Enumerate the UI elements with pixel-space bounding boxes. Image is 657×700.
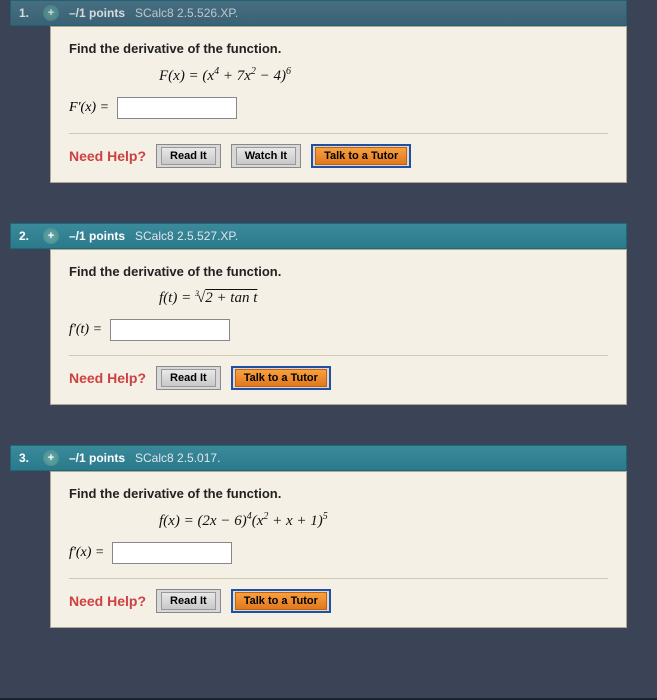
talk-to-tutor-button[interactable]: Talk to a Tutor — [231, 589, 331, 613]
read-it-button[interactable]: Read It — [156, 144, 221, 168]
formula: f(t) = 3√2 + tan t — [69, 289, 608, 307]
prompt-text: Find the derivative of the function. — [69, 41, 608, 56]
answer-label: f'(x) = — [69, 545, 104, 561]
talk-to-tutor-button[interactable]: Talk to a Tutor — [231, 366, 331, 390]
question-number: 2. — [19, 229, 33, 243]
prompt-text: Find the derivative of the function. — [69, 264, 608, 279]
help-row: Need Help? Read It Talk to a Tutor — [69, 578, 608, 613]
problem-1: 1. + –/1 points SCalc8 2.5.526.XP. Find … — [10, 0, 627, 183]
need-help-label: Need Help? — [69, 370, 146, 386]
read-it-button[interactable]: Read It — [156, 366, 221, 390]
answer-input[interactable] — [112, 542, 232, 564]
answer-row: F'(x) = — [69, 97, 608, 119]
problem-header: 3. + –/1 points SCalc8 2.5.017. — [10, 445, 627, 471]
points-label: –/1 points — [69, 229, 125, 243]
need-help-label: Need Help? — [69, 593, 146, 609]
problem-body: Find the derivative of the function. f(x… — [50, 471, 627, 628]
prompt-text: Find the derivative of the function. — [69, 486, 608, 501]
answer-row: f'(t) = — [69, 319, 608, 341]
source-label: SCalc8 2.5.526.XP. — [135, 6, 238, 20]
expand-icon[interactable]: + — [43, 5, 59, 21]
expand-icon[interactable]: + — [43, 228, 59, 244]
points-label: –/1 points — [69, 6, 125, 20]
problem-body: Find the derivative of the function. f(t… — [50, 249, 627, 405]
question-number: 3. — [19, 451, 33, 465]
talk-to-tutor-button[interactable]: Talk to a Tutor — [311, 144, 411, 168]
read-it-button[interactable]: Read It — [156, 589, 221, 613]
help-row: Need Help? Read It Watch It Talk to a Tu… — [69, 133, 608, 168]
answer-row: f'(x) = — [69, 542, 608, 564]
need-help-label: Need Help? — [69, 148, 146, 164]
answer-input[interactable] — [110, 319, 230, 341]
expand-icon[interactable]: + — [43, 450, 59, 466]
screen: 1. + –/1 points SCalc8 2.5.526.XP. Find … — [0, 0, 657, 698]
question-number: 1. — [19, 6, 33, 20]
problem-header: 1. + –/1 points SCalc8 2.5.526.XP. — [10, 0, 627, 26]
answer-label: F'(x) = — [69, 100, 109, 116]
answer-label: f'(t) = — [69, 322, 102, 338]
formula: F(x) = (x4 + 7x2 − 4)6 — [69, 66, 608, 85]
source-label: SCalc8 2.5.017. — [135, 451, 220, 465]
problem-body: Find the derivative of the function. F(x… — [50, 26, 627, 183]
watch-it-button[interactable]: Watch It — [231, 144, 301, 168]
problem-2: 2. + –/1 points SCalc8 2.5.527.XP. Find … — [10, 223, 627, 405]
answer-input[interactable] — [117, 97, 237, 119]
source-label: SCalc8 2.5.527.XP. — [135, 229, 238, 243]
help-row: Need Help? Read It Talk to a Tutor — [69, 355, 608, 390]
problem-header: 2. + –/1 points SCalc8 2.5.527.XP. — [10, 223, 627, 249]
formula: f(x) = (2x − 6)4(x2 + x + 1)5 — [69, 511, 608, 530]
problem-3: 3. + –/1 points SCalc8 2.5.017. Find the… — [10, 445, 627, 628]
points-label: –/1 points — [69, 451, 125, 465]
